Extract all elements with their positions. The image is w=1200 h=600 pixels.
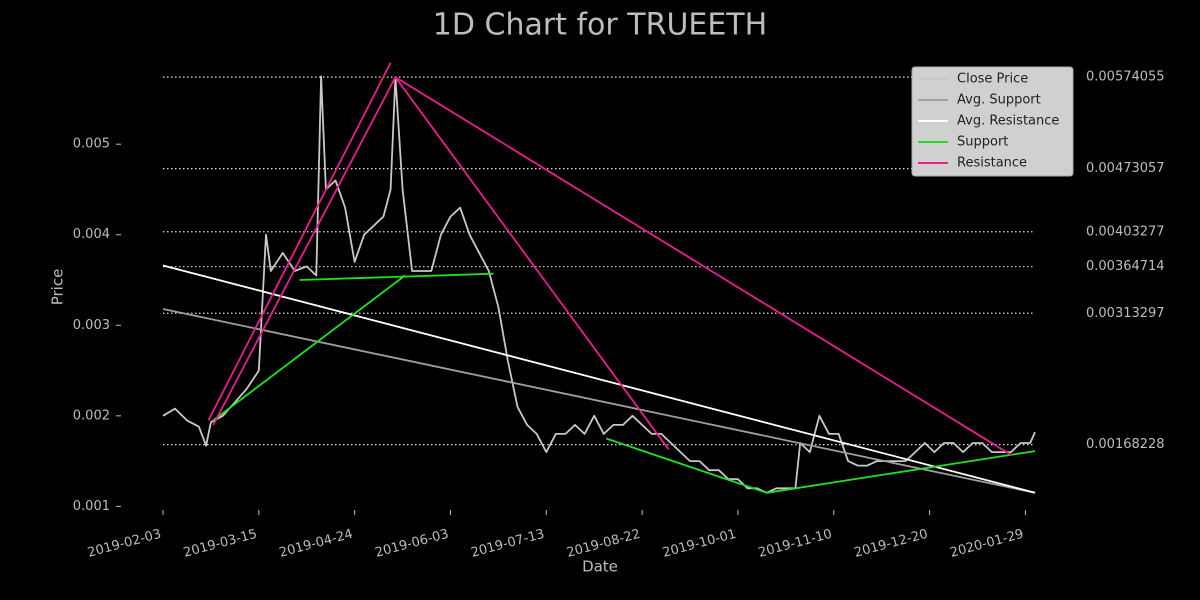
y-tick-label: 0.004 — [73, 227, 110, 242]
series-line — [212, 274, 406, 422]
series-line — [394, 76, 1012, 456]
series-line — [212, 76, 397, 426]
y-tick-label: 0.003 — [73, 318, 110, 333]
chart-title: 1D Chart for TRUEETH — [433, 8, 767, 43]
series-line — [766, 450, 1036, 494]
x-axis-label: Date — [582, 558, 618, 576]
y-tick-label: 0.001 — [73, 499, 110, 514]
level-label: 0.00574055 — [1086, 70, 1165, 85]
level-label: 0.00364714 — [1086, 259, 1165, 274]
series-line — [162, 264, 1036, 494]
legend-label: Avg. Resistance — [957, 114, 1059, 129]
y-tick-label: 0.002 — [73, 408, 110, 423]
series-line — [207, 62, 392, 421]
series-line — [605, 437, 767, 494]
y-axis-label: Price — [49, 269, 67, 306]
level-label: 0.00403277 — [1086, 224, 1165, 239]
legend-label: Avg. Support — [957, 93, 1041, 108]
legend-box — [911, 66, 1074, 177]
legend-label: Support — [957, 135, 1008, 150]
series-line — [162, 308, 1036, 494]
legend-label: Resistance — [957, 156, 1027, 171]
level-label: 0.00473057 — [1086, 161, 1165, 176]
level-label: 0.00313297 — [1086, 306, 1165, 321]
level-label: 0.00168228 — [1086, 437, 1165, 452]
series-line — [299, 272, 494, 281]
series-line — [394, 76, 670, 450]
y-tick-label: 0.005 — [73, 137, 110, 152]
series-line — [162, 75, 1036, 494]
legend-label: Close Price — [957, 72, 1028, 87]
